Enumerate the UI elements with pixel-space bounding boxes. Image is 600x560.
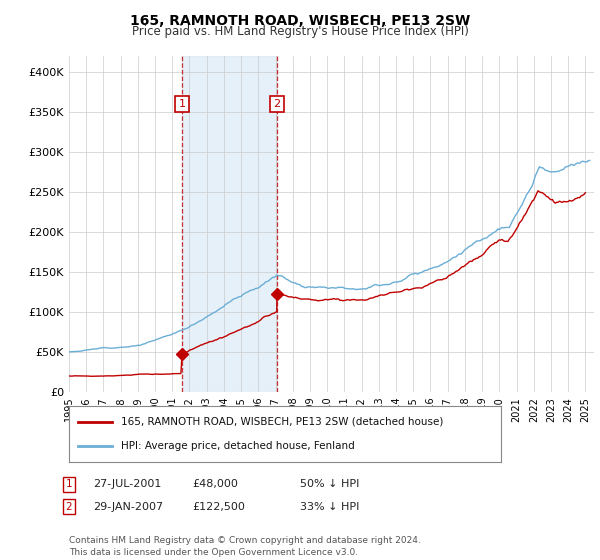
Text: £48,000: £48,000 <box>192 479 238 489</box>
Text: Price paid vs. HM Land Registry's House Price Index (HPI): Price paid vs. HM Land Registry's House … <box>131 25 469 38</box>
Text: 1: 1 <box>65 479 73 489</box>
Text: 2: 2 <box>65 502 73 512</box>
Bar <box>182 56 277 392</box>
Text: 2: 2 <box>274 99 280 109</box>
Text: 165, RAMNOTH ROAD, WISBECH, PE13 2SW (detached house): 165, RAMNOTH ROAD, WISBECH, PE13 2SW (de… <box>121 417 443 427</box>
Text: 29-JAN-2007: 29-JAN-2007 <box>93 502 163 512</box>
Text: 27-JUL-2001: 27-JUL-2001 <box>93 479 161 489</box>
Text: £122,500: £122,500 <box>192 502 245 512</box>
Text: 1: 1 <box>179 99 185 109</box>
Text: 165, RAMNOTH ROAD, WISBECH, PE13 2SW: 165, RAMNOTH ROAD, WISBECH, PE13 2SW <box>130 14 470 28</box>
Text: Contains HM Land Registry data © Crown copyright and database right 2024.
This d: Contains HM Land Registry data © Crown c… <box>69 536 421 557</box>
Text: HPI: Average price, detached house, Fenland: HPI: Average price, detached house, Fenl… <box>121 441 355 451</box>
Text: 33% ↓ HPI: 33% ↓ HPI <box>300 502 359 512</box>
Text: 50% ↓ HPI: 50% ↓ HPI <box>300 479 359 489</box>
